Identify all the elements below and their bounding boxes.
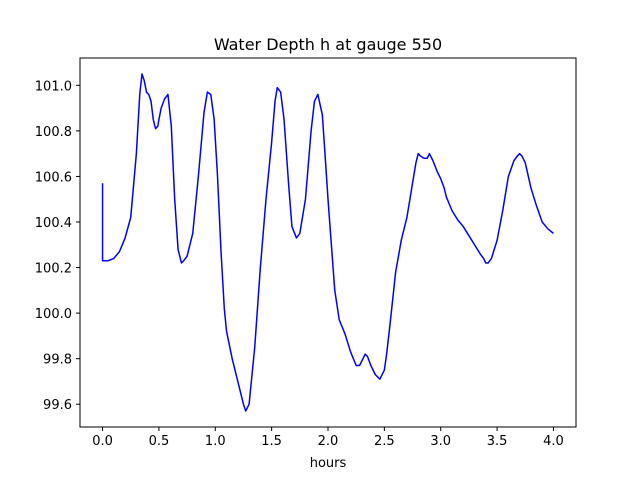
x-axis-label: hours — [310, 456, 347, 471]
x-tick-label: 3.0 — [430, 434, 451, 449]
x-tick-label: 1.5 — [261, 434, 282, 449]
chart-title: Water Depth h at gauge 550 — [214, 35, 442, 54]
y-tick-label: 100.8 — [35, 125, 72, 140]
plot-area: 0.0 0.5 1.0 1.5 2.0 2.5 3.0 3.5 4.0 99.6 99.8 100.0… — [35, 57, 577, 449]
x-tick-label: 3.5 — [487, 434, 508, 449]
x-tick-label: 2.0 — [318, 434, 339, 449]
x-tick-label: 1.0 — [205, 434, 226, 449]
x-tick-label: 0.0 — [92, 434, 113, 449]
y-tick-label: 99.8 — [43, 353, 72, 368]
x-tick-label: 4.0 — [543, 434, 564, 449]
y-tick-label: 100.6 — [35, 170, 72, 185]
x-tick-label: 2.5 — [374, 434, 395, 449]
x-tick-label: 0.5 — [149, 434, 170, 449]
y-tick-label: 100.4 — [35, 216, 72, 231]
y-tick-label: 100.0 — [35, 307, 72, 322]
y-tick-label: 100.2 — [35, 262, 72, 277]
y-tick-label: 99.6 — [43, 398, 72, 413]
series-line-0 — [101, 73, 554, 412]
y-tick-label: 101.0 — [35, 79, 72, 94]
